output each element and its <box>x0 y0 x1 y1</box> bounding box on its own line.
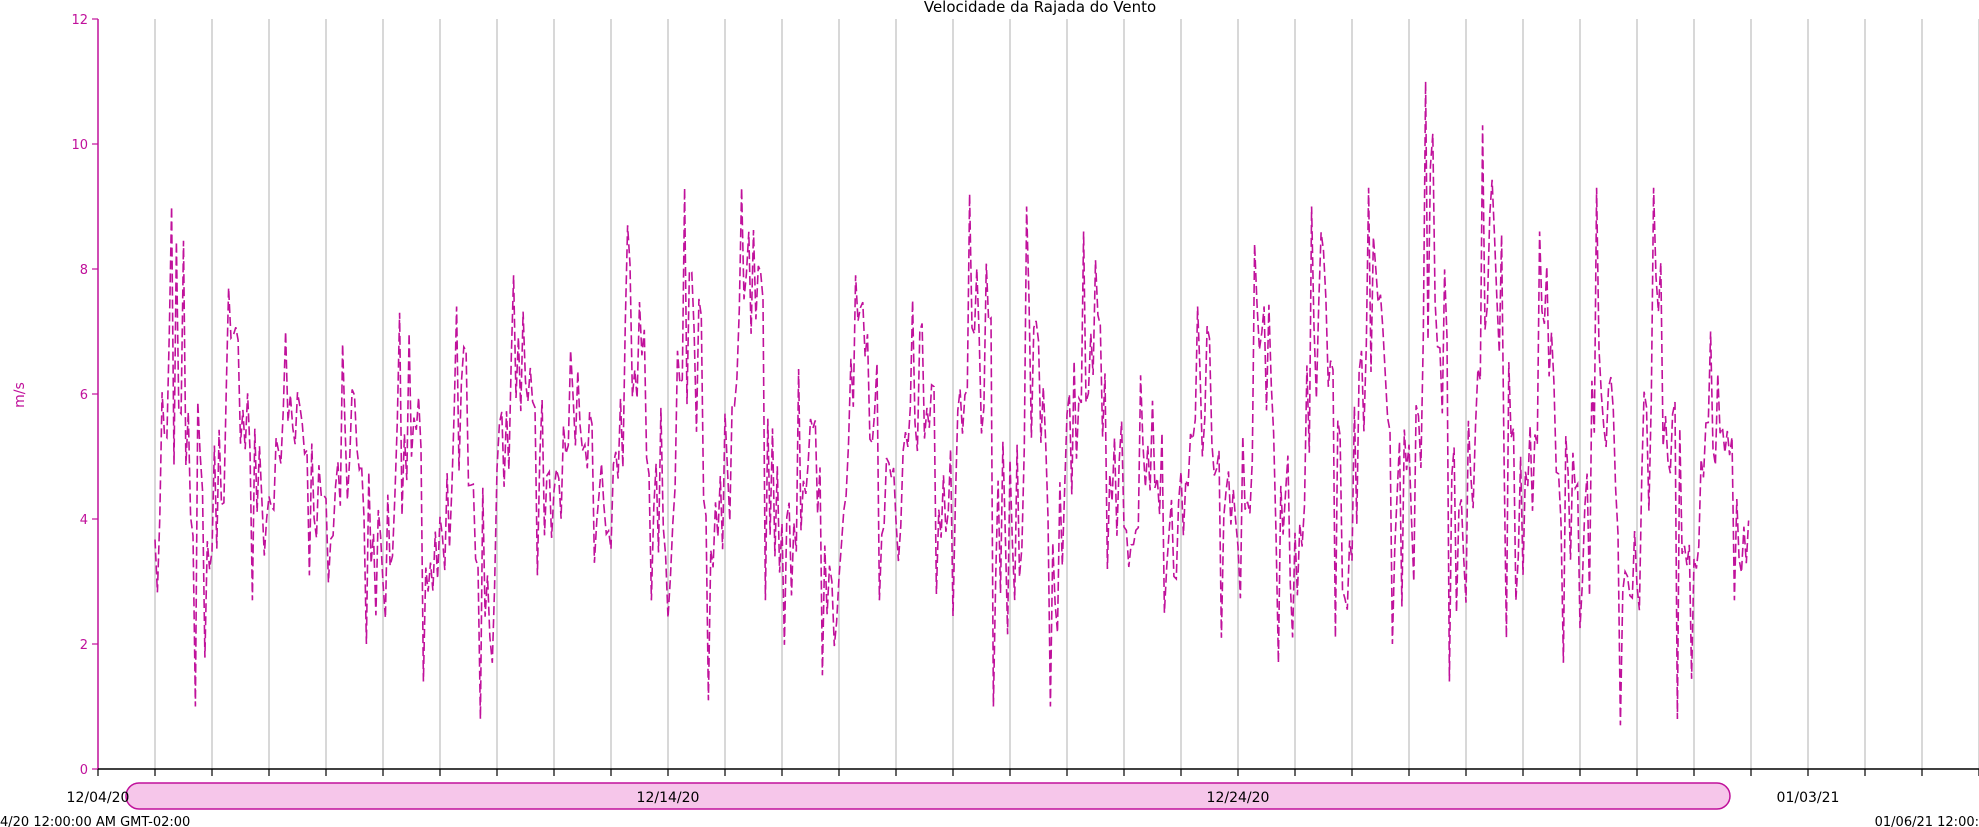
time-range-scrollbar[interactable] <box>125 782 1731 810</box>
y-tick-label: 6 <box>80 388 88 403</box>
y-axis-label: m/s <box>12 382 28 408</box>
y-tick-label: 8 <box>80 263 88 278</box>
series-line <box>154 81 1750 726</box>
y-axis: 0 2 4 6 8 10 12 <box>71 13 99 778</box>
y-tick-label: 2 <box>80 638 88 653</box>
gust-series-line <box>154 81 1750 726</box>
chart-title: Velocidade da Rajada do Vento <box>924 0 1156 16</box>
x-axis <box>97 768 1979 776</box>
y-tick-label: 0 <box>80 763 88 778</box>
y-tick-label: 10 <box>71 138 88 153</box>
y-tick-label: 4 <box>80 513 88 528</box>
range-end-timestamp: 01/06/21 12:00: <box>1875 815 1979 827</box>
x-tick-labels: 12/04/20 12/14/20 12/24/20 01/03/21 <box>67 790 1840 806</box>
range-start-timestamp: 4/20 12:00:00 AM GMT-02:00 <box>0 815 190 827</box>
vertical-gridlines <box>154 19 1979 769</box>
x-tick-label: 12/24/20 <box>1207 790 1270 806</box>
x-tick-label: 12/04/20 <box>67 790 130 806</box>
x-tick-label: 01/03/21 <box>1777 790 1840 806</box>
x-tick-label: 12/14/20 <box>637 790 700 806</box>
y-tick-label: 12 <box>71 13 88 28</box>
